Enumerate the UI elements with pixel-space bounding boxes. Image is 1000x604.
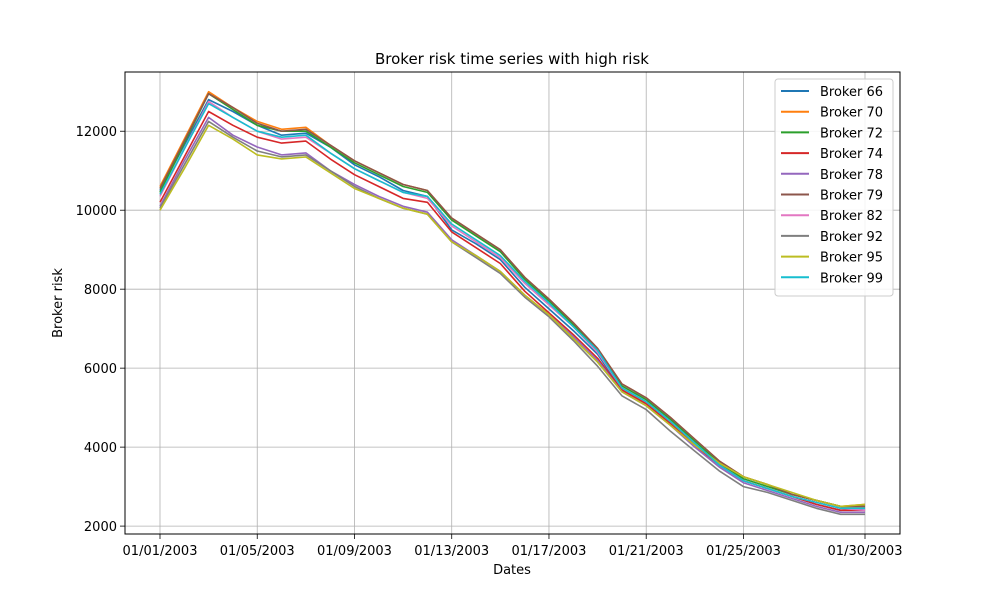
series-line-broker-74 <box>159 110 865 512</box>
x-tick-label: 01/05/2003 <box>220 544 295 559</box>
legend-label: Broker 78 <box>820 168 883 183</box>
y-axis: 2000 4000 6000 8000 10000 12000 <box>76 125 125 535</box>
x-axis: 01/01/2003 01/05/2003 01/09/2003 01/13/2003… <box>123 534 903 559</box>
series-line-broker-66 <box>159 98 866 512</box>
legend-label: Broker 70 <box>820 106 883 121</box>
y-tick-label: 4000 <box>84 441 117 456</box>
series-line-broker-99 <box>159 102 865 510</box>
legend-label: Broker 82 <box>820 209 883 224</box>
series-line-broker-92 <box>159 120 865 516</box>
series-line-broker-95 <box>159 124 866 508</box>
x-tick-label: 01/17/2003 <box>511 544 586 559</box>
x-tick-label: 01/09/2003 <box>317 544 392 559</box>
x-tick-label: 01/30/2003 <box>828 544 903 559</box>
plot-area <box>124 71 901 535</box>
x-tick-label: 01/21/2003 <box>609 544 684 559</box>
y-tick-label: 10000 <box>76 204 117 219</box>
y-tick-label: 6000 <box>84 362 117 377</box>
legend-label: Broker 79 <box>820 189 883 204</box>
x-tick-label: 01/13/2003 <box>414 544 489 559</box>
y-tick-label: 12000 <box>76 125 117 140</box>
x-tick-label: 01/01/2003 <box>123 544 198 559</box>
y-tick-label: 8000 <box>84 283 117 298</box>
legend: Broker 66 Broker 70 Broker 72 Broker 74 Brok… <box>774 78 894 297</box>
series-line-broker-78 <box>159 116 865 514</box>
series-line-broker-82 <box>159 100 866 512</box>
legend-label: Broker 66 <box>820 85 883 100</box>
series-lines <box>159 90 866 516</box>
x-tick-label: 01/25/2003 <box>706 544 781 559</box>
legend-label: Broker 92 <box>820 230 883 245</box>
y-tick-label: 2000 <box>84 520 117 535</box>
chart-title: Broker risk time series with high risk <box>375 50 649 68</box>
legend-label: Broker 74 <box>820 147 883 162</box>
x-axis-label: Dates <box>493 563 531 578</box>
legend-label: Broker 99 <box>820 271 883 286</box>
legend-label: Broker 72 <box>820 126 883 141</box>
y-axis-label: Broker risk <box>51 268 66 338</box>
grid <box>125 72 900 534</box>
series-line-broker-70 <box>159 90 866 508</box>
legend-label: Broker 95 <box>820 251 883 266</box>
